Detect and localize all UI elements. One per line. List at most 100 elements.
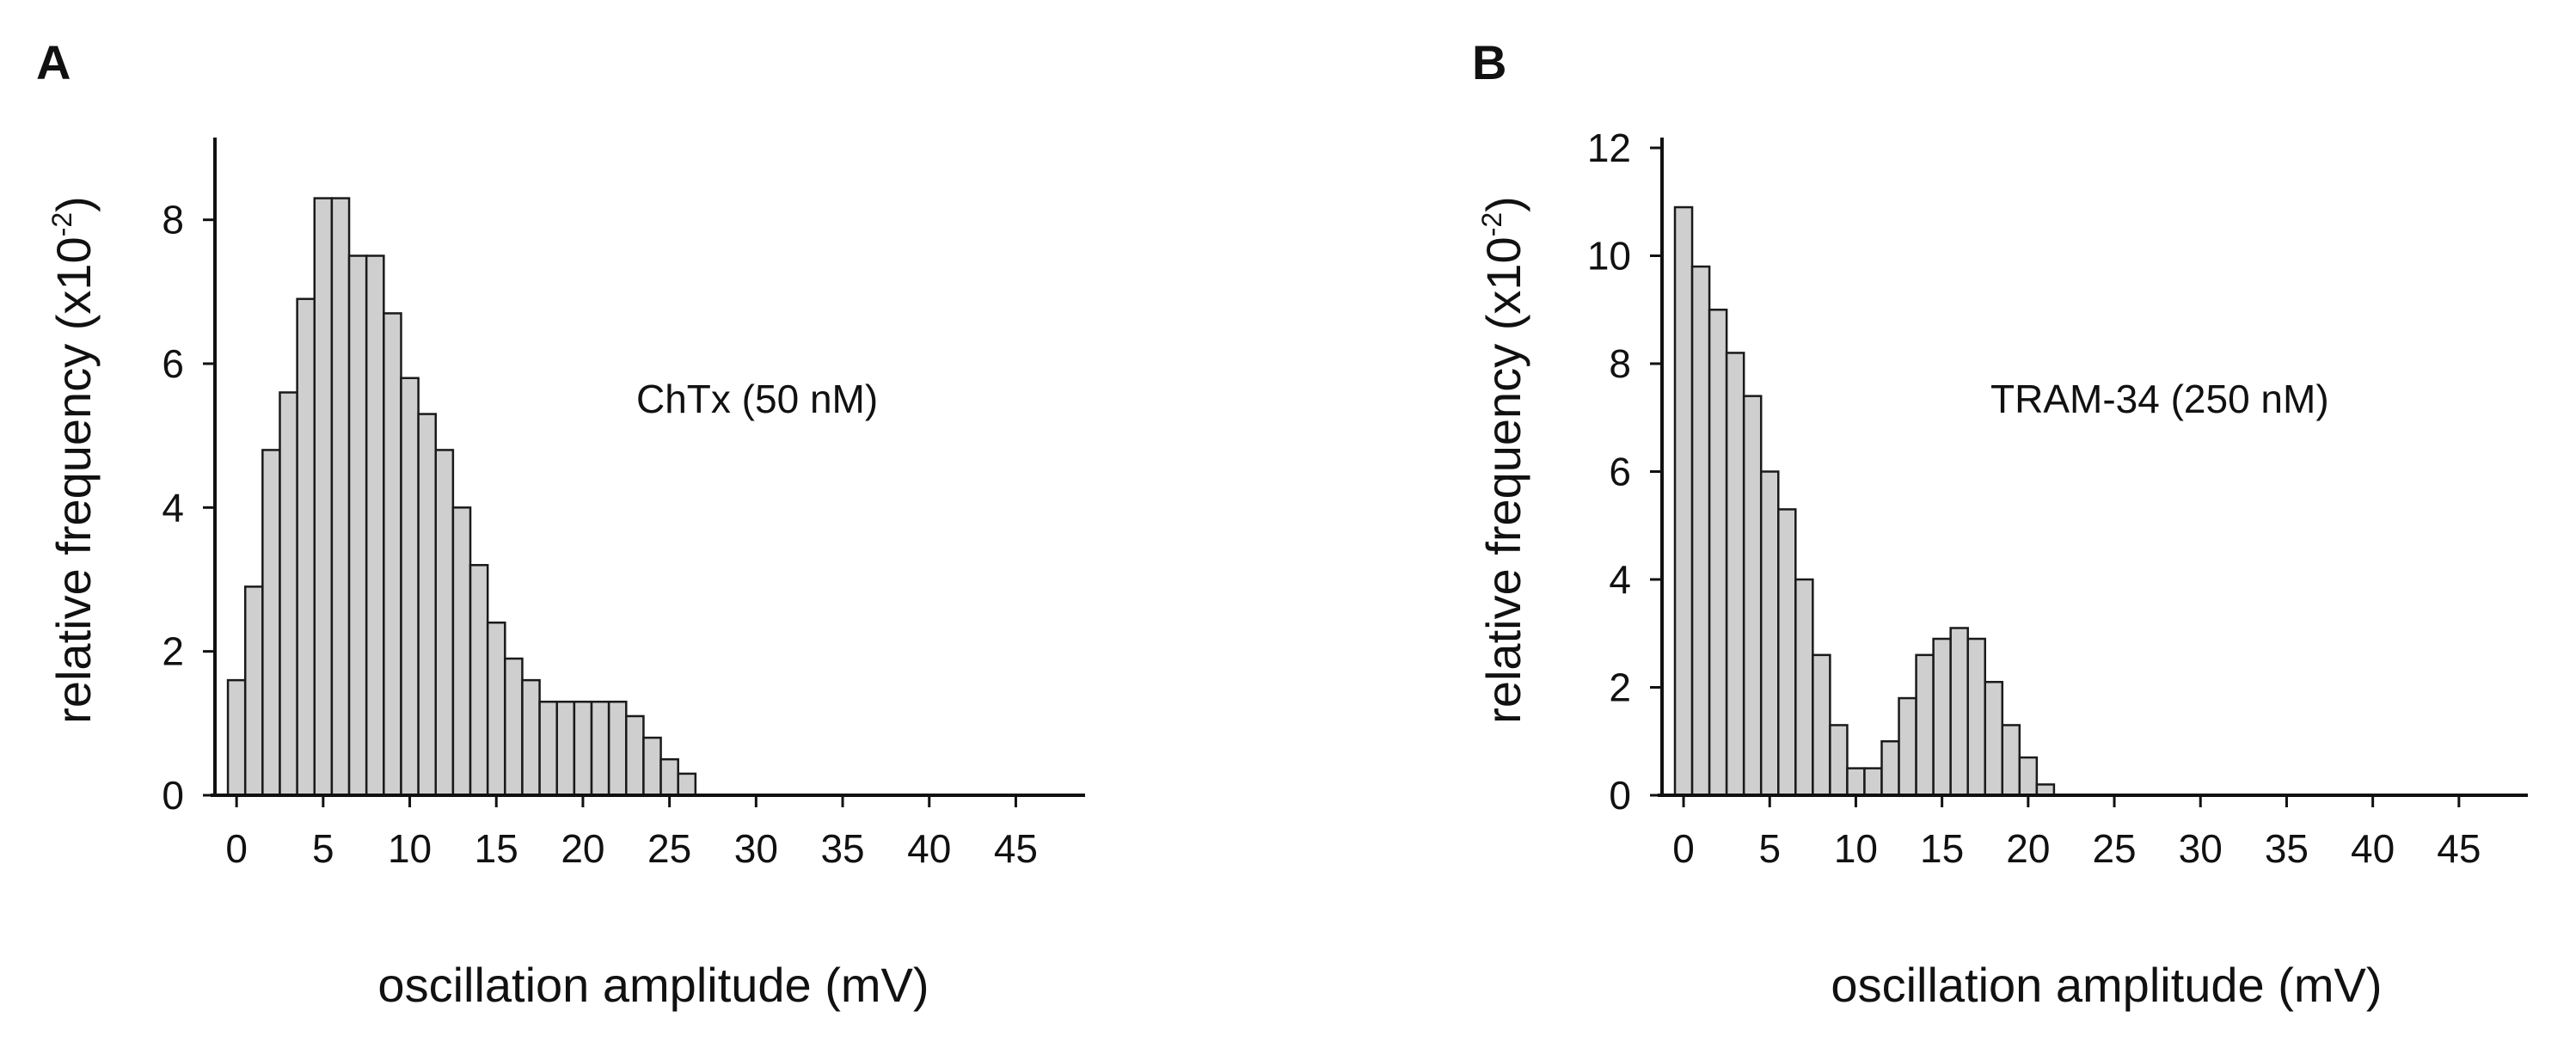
y-tick-label-b-3: 6 (1609, 450, 1631, 494)
x-tick-label-b-7: 35 (2265, 826, 2309, 871)
bar-b-0 (1673, 205, 1694, 797)
y-tick-label-b-2: 4 (1609, 557, 1631, 602)
x-tick-label-a-5: 25 (647, 826, 691, 871)
y-axis-title-exponent-a: -2 (46, 212, 77, 236)
ticks-a: 0 5 10 15 20 25 30 35 40 45 0 2 4 6 8 (162, 198, 1038, 871)
bar-a-13 (451, 506, 472, 797)
y-axis-title-close-a: ) (46, 196, 101, 212)
bar-a-8 (365, 254, 385, 797)
x-tick-label-a-2: 10 (388, 826, 432, 871)
bar-a-18 (538, 700, 558, 797)
x-tick-label-a-0: 0 (225, 826, 248, 871)
x-tick-label-b-9: 45 (2437, 826, 2481, 871)
bar-b-3 (1725, 352, 1745, 797)
annotation-b: TRAM-34 (250 nM) (1990, 377, 2329, 421)
bar-b-1 (1690, 265, 1711, 797)
y-tick-label-a-0: 0 (162, 773, 184, 818)
y-axis-title-text-b: relative frequency (x10 (1476, 236, 1530, 724)
bar-b-18 (1984, 680, 2004, 797)
x-tick-label-b-1: 5 (1758, 826, 1781, 871)
bar-a-2 (261, 449, 281, 797)
bar-b-10 (1846, 767, 1866, 797)
bar-b-13 (1898, 696, 1917, 797)
y-axis-title-text-a: relative frequency (x10 (46, 236, 101, 724)
y-tick-label-b-0: 0 (1609, 773, 1631, 818)
bar-a-14 (469, 564, 489, 797)
x-tick-label-b-8: 40 (2351, 826, 2395, 871)
bar-b-16 (1949, 627, 1969, 797)
bar-b-11 (1863, 767, 1883, 797)
x-tick-label-b-2: 10 (1834, 826, 1878, 871)
bar-a-1 (243, 585, 264, 797)
x-tick-label-b-4: 20 (2006, 826, 2050, 871)
y-axis-title-b: relative frequency (x10-2) (1476, 196, 1530, 724)
bar-a-0 (226, 678, 247, 797)
bar-b-2 (1708, 309, 1728, 797)
y-tick-label-b-1: 2 (1609, 665, 1631, 710)
x-tick-label-b-6: 30 (2179, 826, 2223, 871)
panel-label-b: B (1472, 35, 1506, 89)
x-tick-label-a-6: 30 (734, 826, 778, 871)
bar-a-19 (555, 700, 576, 797)
bar-b-5 (1759, 470, 1780, 797)
bar-b-12 (1880, 740, 1900, 797)
bar-b-19 (2001, 724, 2021, 797)
bar-a-3 (279, 391, 298, 797)
y-tick-label-b-4: 8 (1609, 341, 1631, 386)
bar-a-6 (330, 197, 351, 797)
y-tick-label-b-6: 12 (1587, 126, 1631, 170)
bar-b-14 (1915, 653, 1935, 797)
y-axis-title-close-b: ) (1476, 196, 1530, 212)
x-tick-label-a-8: 40 (907, 826, 951, 871)
x-tick-label-b-0: 0 (1672, 826, 1695, 871)
bar-b-7 (1794, 578, 1814, 797)
y-axis-title-exponent-b: -2 (1476, 212, 1507, 236)
bar-a-26 (677, 772, 697, 797)
bar-b-17 (1966, 637, 1986, 797)
annotation-a: ChTx (50 nM) (636, 377, 878, 421)
axes-a (211, 138, 1085, 797)
x-axis-title-b: oscillation amplitude (mV) (1831, 958, 2382, 1012)
bar-b-15 (1932, 637, 1952, 797)
bar-a-12 (434, 449, 455, 797)
bar-a-24 (642, 736, 662, 797)
x-tick-label-a-4: 20 (561, 826, 604, 871)
x-tick-label-a-1: 5 (312, 826, 334, 871)
bar-a-17 (521, 678, 541, 797)
bar-b-8 (1812, 653, 1831, 797)
y-tick-label-a-1: 2 (162, 629, 184, 674)
bar-a-10 (400, 377, 420, 797)
bar-a-5 (313, 197, 334, 797)
axes-b (1658, 138, 2528, 797)
bars-b (1673, 205, 2056, 797)
bars-a (226, 197, 697, 797)
bar-a-23 (625, 714, 645, 797)
panel-label-a: A (36, 35, 71, 89)
x-tick-label-b-3: 15 (1920, 826, 1964, 871)
x-tick-label-b-5: 25 (2092, 826, 2136, 871)
bar-a-16 (504, 657, 524, 797)
bar-a-22 (607, 700, 628, 797)
bar-a-4 (296, 297, 316, 797)
panel-b: B 0 5 10 15 20 25 30 35 40 45 0 2 4 6 8 10 12 TRAM-34 (2… (1472, 35, 2528, 1012)
bar-b-4 (1742, 395, 1763, 797)
y-tick-label-a-3: 6 (162, 341, 184, 386)
bar-a-20 (573, 700, 593, 797)
x-tick-label-a-9: 45 (994, 826, 1038, 871)
ticks-b: 0 5 10 15 20 25 30 35 40 45 0 2 4 6 8 10 12 (1587, 126, 2481, 871)
bar-a-21 (590, 700, 610, 797)
bar-a-9 (383, 312, 402, 797)
bar-a-7 (347, 254, 368, 797)
bar-b-20 (2018, 756, 2039, 797)
panel-a: A 0 5 10 15 20 25 30 35 40 45 0 2 4 6 8 ChTx (50 nM) o… (36, 35, 1085, 1012)
y-tick-label-a-4: 8 (162, 198, 184, 242)
bar-a-15 (486, 621, 506, 797)
y-axis-title-a: relative frequency (x10-2) (46, 196, 101, 724)
bar-a-25 (659, 757, 679, 797)
x-axis-title-a: oscillation amplitude (mV) (377, 958, 929, 1012)
x-tick-label-a-3: 15 (475, 826, 518, 871)
bar-b-6 (1777, 508, 1797, 797)
y-tick-label-b-5: 10 (1587, 234, 1631, 279)
y-tick-label-a-2: 4 (162, 485, 184, 530)
